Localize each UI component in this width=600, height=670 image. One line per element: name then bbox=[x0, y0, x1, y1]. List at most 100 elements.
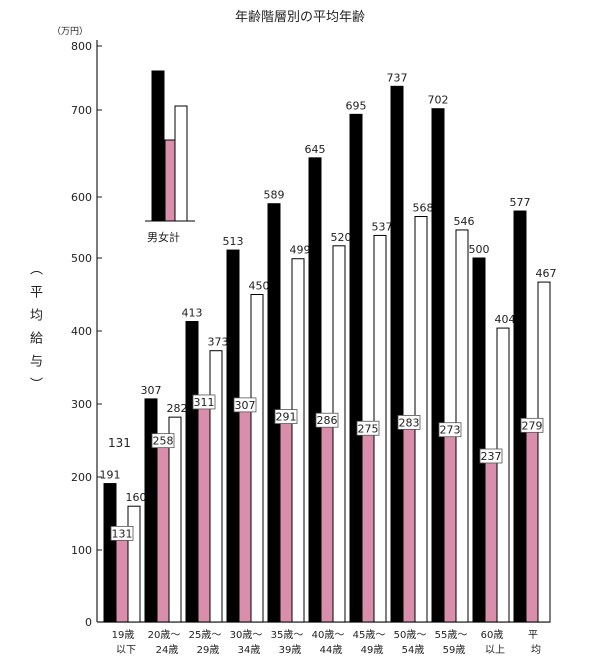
bar bbox=[168, 416, 182, 623]
x-tick-label: 49歳 bbox=[361, 644, 384, 656]
bar bbox=[238, 398, 252, 623]
data-label-female: 258 bbox=[153, 435, 174, 448]
x-tick-label: 55歳～ bbox=[435, 629, 468, 641]
x-tick-label: 39歳 bbox=[279, 644, 302, 656]
bar bbox=[209, 350, 223, 623]
bar bbox=[103, 483, 117, 623]
data-label-female: 131 bbox=[112, 527, 133, 540]
x-tick-label: 29歳 bbox=[197, 644, 220, 656]
data-label-total: 404 bbox=[495, 313, 516, 326]
data-label-box bbox=[110, 525, 134, 541]
y-tick-label: 800 bbox=[71, 40, 92, 53]
y-tick-label: 600 bbox=[71, 191, 92, 204]
data-label-total: 450 bbox=[249, 280, 270, 293]
x-tick-label: 20歳～ bbox=[148, 629, 181, 641]
x-tick-label: 以上 bbox=[485, 644, 505, 656]
x-tick-label: 54歳 bbox=[402, 644, 425, 656]
bar bbox=[472, 257, 486, 623]
bar bbox=[402, 415, 416, 623]
data-label-female: 311 bbox=[194, 396, 215, 409]
data-label-male: 513 bbox=[223, 235, 244, 248]
bar bbox=[308, 157, 322, 623]
x-tick-label: 平 bbox=[528, 630, 538, 641]
bar bbox=[431, 108, 445, 623]
data-label-total: 499 bbox=[290, 244, 311, 257]
bar bbox=[525, 418, 539, 623]
data-label-box bbox=[479, 448, 503, 464]
data-label-total: 282 bbox=[167, 402, 188, 415]
data-label-female: 286 bbox=[317, 414, 338, 427]
x-tick-label: 50歳～ bbox=[394, 629, 427, 641]
data-label-male: 645 bbox=[305, 143, 326, 156]
bar bbox=[291, 258, 305, 623]
x-tick-label: 40歳～ bbox=[312, 629, 345, 641]
bar bbox=[127, 505, 141, 623]
bar bbox=[390, 85, 404, 623]
data-label-box bbox=[397, 415, 421, 430]
bar bbox=[332, 245, 346, 623]
data-label-male: 702 bbox=[428, 94, 449, 107]
data-label-total: 160 bbox=[126, 491, 147, 504]
data-label-female: 275 bbox=[358, 422, 379, 435]
data-label-total: 546 bbox=[454, 215, 475, 228]
bar bbox=[443, 423, 457, 623]
x-tick-label: 45歳～ bbox=[353, 629, 386, 641]
data-label-box bbox=[192, 394, 216, 410]
y-tick-label: 100 bbox=[71, 544, 92, 557]
legend-swatch bbox=[174, 105, 188, 222]
y-axis-label: （平均給与） bbox=[27, 262, 42, 400]
data-label-box bbox=[233, 397, 257, 413]
data-label-female: 283 bbox=[399, 416, 420, 429]
data-label-male: 737 bbox=[387, 71, 408, 84]
bar bbox=[185, 321, 199, 623]
data-label-female: 291 bbox=[276, 411, 297, 424]
data-label-total: 373 bbox=[208, 336, 229, 349]
x-tick-label: 34歳 bbox=[238, 644, 261, 656]
data-label-male: 589 bbox=[264, 189, 285, 202]
y-axis-unit: （万円） bbox=[52, 27, 89, 37]
bar bbox=[156, 434, 170, 623]
data-label-total: 520 bbox=[331, 231, 352, 244]
data-label-male: 191 bbox=[100, 469, 121, 482]
bar bbox=[349, 113, 363, 623]
bar bbox=[197, 395, 211, 623]
x-tick-label: 19歳 bbox=[112, 629, 135, 641]
bar bbox=[279, 410, 293, 623]
x-tick-label: 以下 bbox=[116, 645, 136, 656]
x-tick-label: 30歳～ bbox=[230, 629, 263, 641]
x-tick-label: 均 bbox=[531, 644, 541, 656]
y-tick-label: 200 bbox=[71, 471, 92, 484]
x-tick-label: 25歳～ bbox=[189, 629, 222, 641]
x-tick-label: 44歳 bbox=[320, 644, 343, 656]
bar bbox=[513, 210, 527, 623]
legend-swatch bbox=[151, 70, 165, 222]
x-tick-label: 24歳 bbox=[156, 644, 179, 656]
data-label-total: 467 bbox=[536, 267, 557, 280]
y-tick-label: 400 bbox=[71, 325, 92, 338]
bar bbox=[320, 413, 334, 623]
data-label-box bbox=[274, 409, 298, 424]
y-tick-label: 0 bbox=[85, 616, 92, 629]
bar bbox=[226, 249, 240, 623]
data-label-female: 237 bbox=[481, 450, 502, 463]
bar bbox=[115, 526, 129, 623]
data-label-box bbox=[356, 420, 380, 436]
data-label-male: 500 bbox=[469, 243, 490, 256]
chart-title: 年齢階層別の平均年齢 bbox=[234, 10, 365, 25]
bar bbox=[496, 327, 510, 623]
x-tick-label: 35歳～ bbox=[271, 629, 304, 641]
data-label-box bbox=[438, 422, 462, 438]
data-label-male: 413 bbox=[182, 307, 203, 320]
data-label-box bbox=[151, 433, 175, 449]
data-label-total: 568 bbox=[413, 202, 434, 215]
data-label-female: 307 bbox=[235, 399, 256, 412]
data-label-female: 273 bbox=[440, 424, 461, 437]
bar bbox=[484, 449, 498, 623]
y-tick-label: 500 bbox=[71, 252, 92, 265]
bar bbox=[144, 398, 158, 623]
legend-label: 男女計 bbox=[147, 231, 180, 244]
data-label-box bbox=[520, 417, 544, 433]
bar bbox=[250, 294, 264, 623]
data-label-male: 577 bbox=[510, 196, 531, 209]
